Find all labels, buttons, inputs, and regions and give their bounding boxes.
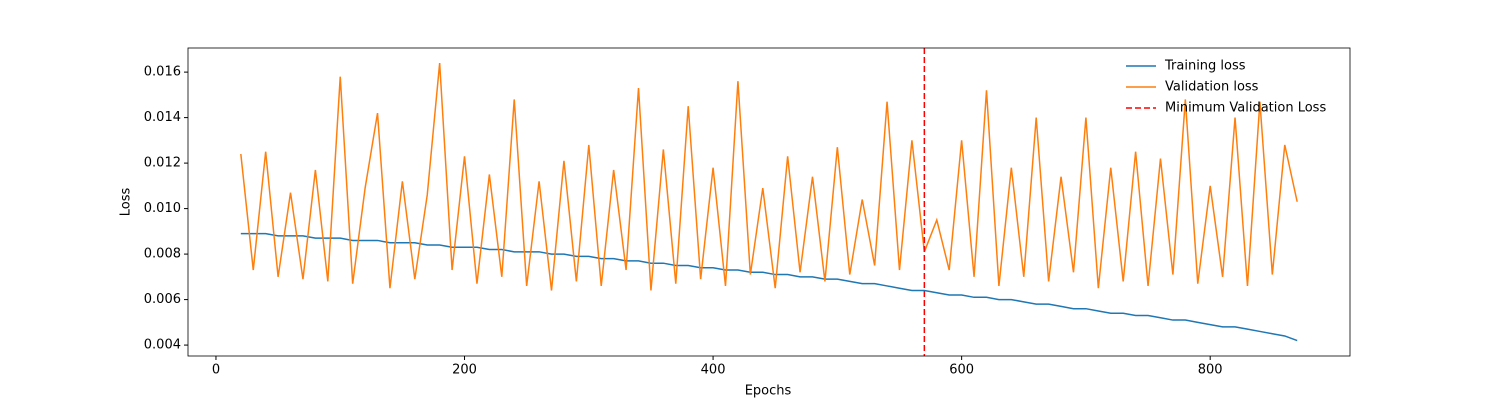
line-series [240,232,1298,342]
y-tick-label: 0.006 [144,292,181,307]
x-axis-label: Epochs [745,384,792,399]
legend-label: Training loss [1164,59,1246,74]
y-tick-label: 0.012 [144,156,181,171]
x-tick-label: 600 [949,363,974,378]
y-tick-label: 0.014 [144,110,181,125]
y-tick-label: 0.016 [144,65,181,80]
x-tick-label: 800 [1198,363,1223,378]
x-tick-label: 200 [452,363,477,378]
y-axis-label: Loss [119,188,134,217]
y-tick-label: 0.008 [144,247,181,262]
y-tick-label: 0.010 [144,201,181,216]
y-tick-label: 0.004 [144,338,181,353]
plot-frame [187,47,1351,357]
line-series [240,62,1298,291]
legend-label: Minimum Validation Loss [1165,101,1326,116]
x-tick-label: 0 [212,363,220,378]
legend-label: Validation loss [1165,80,1259,95]
x-tick-label: 400 [701,363,726,378]
